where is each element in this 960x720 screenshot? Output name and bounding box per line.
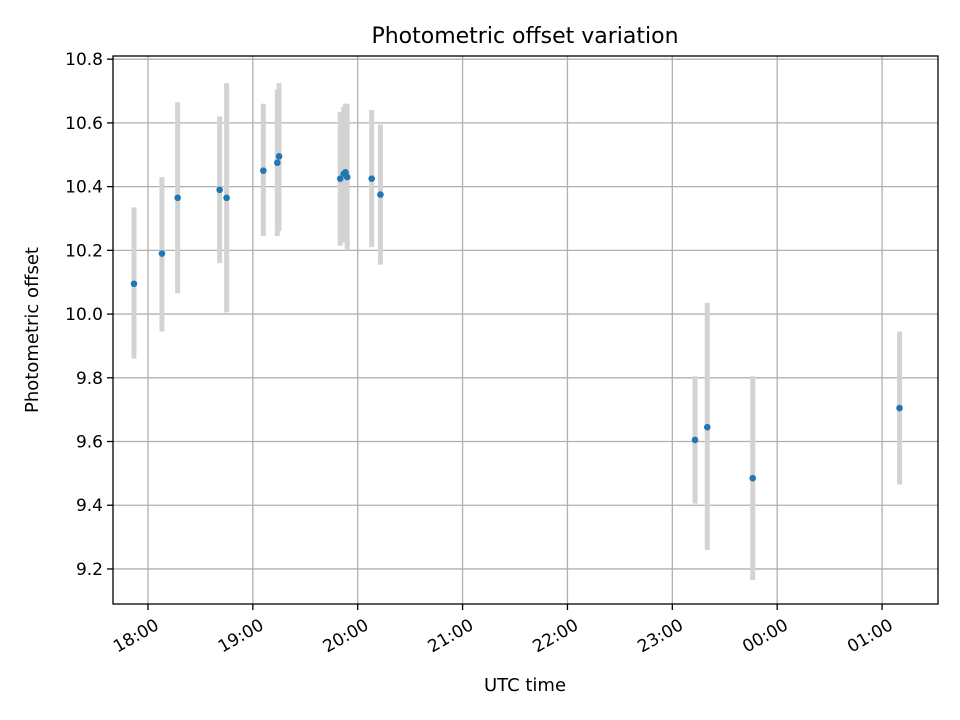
data-point	[703, 423, 711, 431]
y-tick-label: 9.4	[76, 496, 103, 516]
data-point	[368, 175, 375, 182]
y-tick-label: 10.2	[65, 241, 103, 261]
chart-title: Photometric offset variation	[371, 24, 678, 49]
data-point	[130, 280, 138, 288]
data-point	[274, 159, 281, 167]
x-axis-label: UTC time	[484, 675, 566, 696]
data-point	[377, 191, 384, 198]
y-tick-label: 10.8	[65, 50, 103, 70]
y-tick-label: 10.6	[65, 114, 103, 134]
y-tick-label: 10.0	[65, 305, 103, 325]
y-axis-label: Photometric offset	[22, 247, 43, 413]
y-tick-label: 9.8	[76, 369, 103, 389]
data-point	[343, 173, 351, 181]
data-point	[158, 250, 166, 257]
y-tick-label: 9.2	[76, 560, 103, 580]
data-point	[691, 436, 699, 444]
y-tick-label: 9.6	[76, 433, 103, 453]
data-points	[130, 153, 903, 482]
data-point	[749, 474, 757, 482]
y-tick-label: 10.4	[65, 178, 103, 198]
data-point	[223, 194, 230, 202]
grid	[113, 56, 938, 604]
data-point	[216, 186, 223, 194]
data-point	[260, 167, 267, 174]
data-point	[275, 153, 283, 160]
data-point	[336, 175, 344, 182]
data-point	[896, 404, 903, 412]
data-point	[174, 194, 181, 202]
plot-frame	[112, 55, 939, 605]
